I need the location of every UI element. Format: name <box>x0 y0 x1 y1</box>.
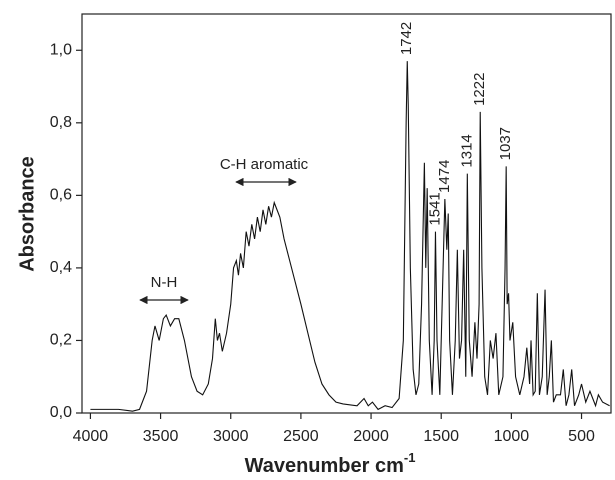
x-tick-label: 1500 <box>423 428 459 445</box>
peak-label: 1037 <box>497 127 514 160</box>
x-axis-label-sup: -1 <box>404 450 416 465</box>
y-tick-label: 0,0 <box>50 404 72 421</box>
x-tick-label: 4000 <box>73 428 109 445</box>
y-tick-label: 0,8 <box>50 114 72 131</box>
x-tick-label: 2000 <box>353 428 389 445</box>
peak-label: 1541 <box>426 192 443 225</box>
x-axis-label: Wavenumber cm-1 <box>245 450 416 477</box>
y-tick-label: 0,6 <box>50 187 72 204</box>
x-tick-label: 1000 <box>494 428 530 445</box>
peak-label: 1474 <box>436 160 453 193</box>
x-axis-label-main: Wavenumber cm <box>245 455 404 477</box>
y-tick-label: 0,2 <box>50 332 72 349</box>
peak-label: 1222 <box>471 73 488 106</box>
annotation: C-H aromatic <box>220 156 309 173</box>
x-tick-label: 3000 <box>213 428 249 445</box>
x-tick-label: 500 <box>568 428 595 445</box>
y-axis-label: Absorbance <box>16 156 38 272</box>
y-tick-label: 0,4 <box>50 259 72 276</box>
plot-frame <box>81 13 612 414</box>
y-tick-label: 1,0 <box>50 41 72 58</box>
x-tick-label: 2500 <box>283 428 319 445</box>
annotation: N-H <box>151 274 178 291</box>
peak-label: 1742 <box>398 22 415 55</box>
x-tick-label: 3500 <box>143 428 179 445</box>
peak-label: 1314 <box>458 134 475 167</box>
spectrum-line <box>90 61 610 412</box>
